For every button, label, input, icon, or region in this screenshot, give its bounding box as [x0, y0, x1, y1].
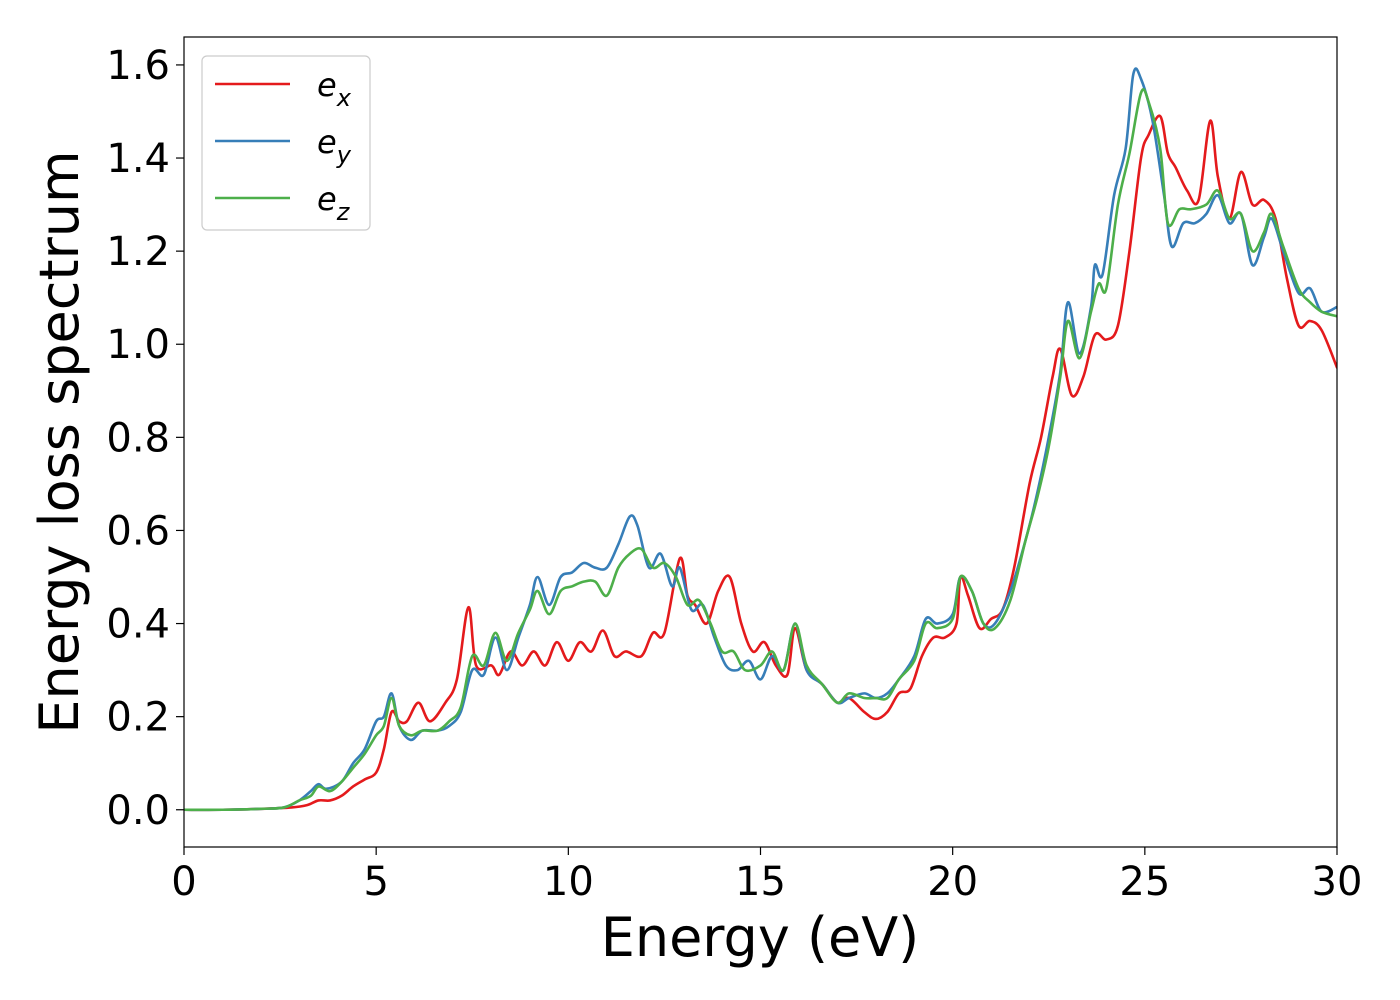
x-axis-title: Energy (eV) — [601, 906, 920, 969]
y-tick-label: 0.0 — [106, 788, 170, 834]
y-tick-label: 0.4 — [106, 602, 170, 648]
y-tick-label: 0.6 — [106, 508, 170, 554]
series-line-ez — [184, 88, 1337, 812]
y-tick-label: 1.4 — [106, 136, 170, 182]
x-tick-label: 5 — [363, 859, 388, 905]
y-tick-label: 1.6 — [106, 43, 170, 89]
x-axis-ticks: 0 5 10 15 20 25 30 — [171, 847, 1362, 905]
y-tick-label: 1.2 — [106, 229, 170, 275]
y-tick-label: 0.2 — [106, 695, 170, 741]
series-lines — [184, 67, 1337, 812]
y-tick-label: 1.0 — [106, 322, 170, 368]
y-axis-title: Energy loss spectrum — [28, 150, 91, 733]
x-tick-label: 10 — [543, 859, 594, 905]
x-tick-label: 20 — [927, 859, 978, 905]
x-tick-label: 15 — [735, 859, 786, 905]
legend-box — [201, 55, 371, 231]
y-tick-label: 0.8 — [106, 415, 170, 461]
y-axis-ticks: 0.0 0.2 0.4 0.6 0.8 1.0 1.2 1.4 1.6 — [106, 43, 184, 834]
x-tick-label: 0 — [171, 859, 196, 905]
x-tick-label: 25 — [1119, 859, 1170, 905]
x-tick-label: 30 — [1312, 859, 1363, 905]
series-line-ex — [184, 114, 1337, 812]
